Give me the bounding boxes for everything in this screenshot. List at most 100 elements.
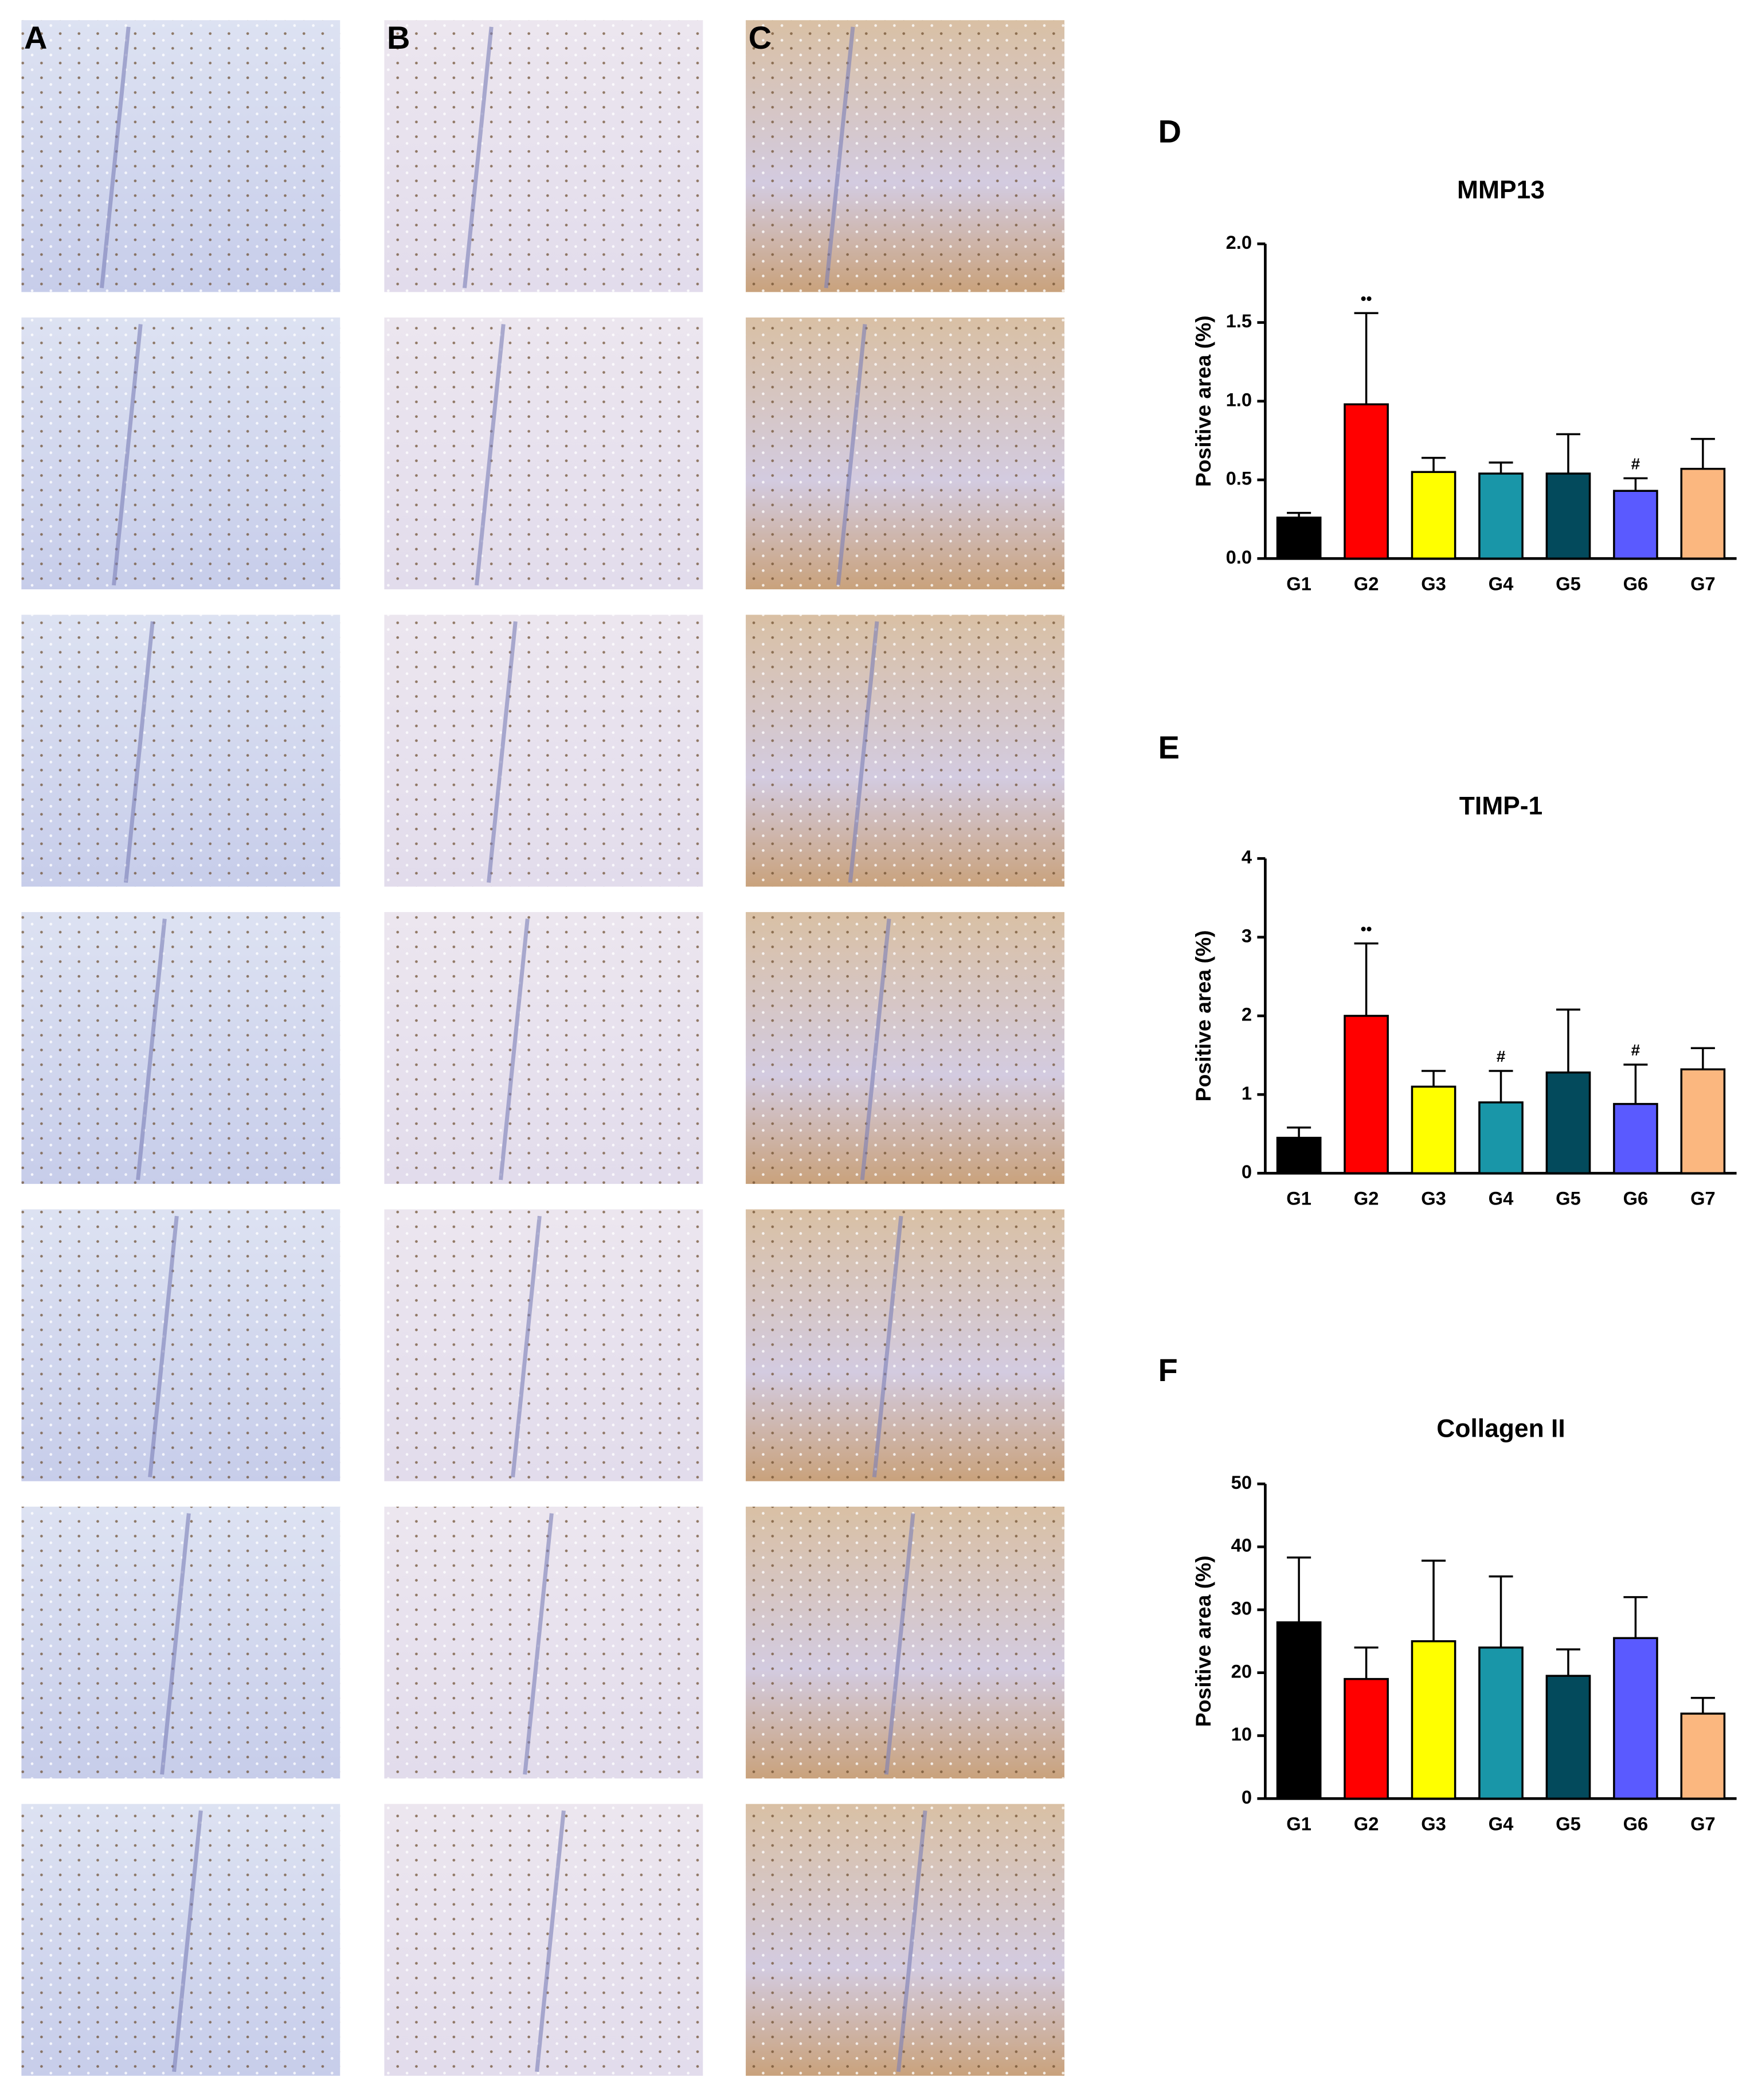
y-tick-label: 10 xyxy=(1231,1723,1252,1745)
micrograph-cells xyxy=(746,1507,1065,1779)
y-tick-label: 1.0 xyxy=(1226,389,1252,410)
micrograph-fissure xyxy=(836,324,867,586)
error-bar xyxy=(1489,1575,1513,1648)
micrograph-fissure xyxy=(860,918,891,1180)
panel-label: F xyxy=(1158,1352,1178,1388)
micrograph-fissure xyxy=(475,324,506,586)
x-tick-label: G3 xyxy=(1421,573,1446,595)
bar xyxy=(1680,468,1726,560)
x-tick-label: G1 xyxy=(1286,1813,1311,1835)
error-bar xyxy=(1287,1557,1311,1622)
x-tick-label: G7 xyxy=(1690,1813,1716,1835)
x-tick-label: G1 xyxy=(1286,573,1311,595)
micrograph-fissure xyxy=(112,324,143,586)
error-bar xyxy=(1354,312,1379,405)
micrograph-fissure xyxy=(124,621,155,883)
error-bar xyxy=(1422,1559,1446,1641)
micrograph-fissure xyxy=(872,1215,903,1477)
significance-mark: •• xyxy=(1361,920,1372,938)
error-bar xyxy=(1422,1070,1446,1087)
micrograph-fissure xyxy=(136,918,167,1180)
micrograph-fissure xyxy=(100,26,131,288)
error-bar xyxy=(1690,437,1715,469)
micrograph-fissure xyxy=(148,1215,179,1477)
micrograph-cells xyxy=(384,1507,703,1779)
micrograph-fissure xyxy=(535,1810,566,2072)
x-tick-label: G5 xyxy=(1556,1813,1581,1835)
x-tick-label: G2 xyxy=(1354,1813,1379,1835)
bar xyxy=(1344,1677,1389,1800)
micrograph-cells xyxy=(746,1209,1065,1481)
significance-mark: •• xyxy=(1361,290,1372,307)
micrograph-cells xyxy=(21,912,340,1184)
error-bar xyxy=(1354,942,1379,1016)
y-tick-label: 1.5 xyxy=(1226,310,1252,331)
panel-label: C xyxy=(749,19,772,56)
y-tick-label: 50 xyxy=(1231,1472,1252,1493)
micrograph-cells xyxy=(21,317,340,589)
micrograph-cells xyxy=(384,20,703,292)
micrograph-cells xyxy=(21,615,340,887)
bar xyxy=(1344,1015,1389,1175)
bar xyxy=(1276,1621,1322,1800)
micrograph-fissure xyxy=(884,1513,915,1775)
x-tick-label: G4 xyxy=(1489,1813,1514,1835)
y-axis-label: Positive area (%) xyxy=(1191,930,1215,1101)
micrograph-fissure xyxy=(487,621,518,883)
error-bar xyxy=(1556,1648,1580,1676)
error-bar xyxy=(1287,1127,1311,1138)
x-tick-label: G2 xyxy=(1354,1188,1379,1209)
micrograph-fissure xyxy=(160,1513,191,1775)
x-tick-label: G4 xyxy=(1489,573,1514,595)
error-bar xyxy=(1354,1647,1379,1679)
error-bar xyxy=(1623,477,1648,491)
bar xyxy=(1478,1101,1524,1175)
x-tick-label: G5 xyxy=(1556,573,1581,595)
bar xyxy=(1545,1675,1591,1800)
micrograph-fissure xyxy=(824,26,855,288)
bar xyxy=(1545,1071,1591,1175)
panel-label: D xyxy=(1158,114,1181,150)
x-tick-label: G5 xyxy=(1556,1188,1581,1209)
micrograph-fissure xyxy=(848,621,879,883)
y-tick-label: 4 xyxy=(1242,846,1252,867)
micrograph-cells xyxy=(746,1804,1065,2076)
chart-title: MMP13 xyxy=(1457,176,1545,204)
x-tick-label: G6 xyxy=(1623,573,1649,595)
x-tick-label: G1 xyxy=(1286,1188,1311,1209)
significance-mark: # xyxy=(1631,455,1640,472)
bar xyxy=(1478,1647,1524,1800)
error-bar xyxy=(1690,1047,1715,1070)
micrograph-cells xyxy=(384,615,703,887)
bar xyxy=(1411,1640,1456,1800)
y-tick-label: 3 xyxy=(1242,925,1252,946)
bar xyxy=(1276,517,1322,560)
error-bar xyxy=(1422,456,1446,472)
x-tick-label: G3 xyxy=(1421,1813,1446,1835)
y-tick-label: 0 xyxy=(1242,1161,1252,1182)
error-bar xyxy=(1489,1070,1513,1102)
micrograph-fissure xyxy=(463,26,494,288)
y-tick-label: 2.0 xyxy=(1226,232,1252,253)
micrograph-cells xyxy=(746,317,1065,589)
x-tick-label: G3 xyxy=(1421,1188,1446,1209)
panel-label: A xyxy=(24,19,47,56)
y-tick-label: 0 xyxy=(1242,1786,1252,1808)
micrograph-cells xyxy=(746,20,1065,292)
significance-mark: # xyxy=(1497,1047,1506,1065)
micrograph-cells xyxy=(746,912,1065,1184)
micrograph-cells xyxy=(21,1804,340,2076)
error-bar xyxy=(1556,433,1580,474)
micrograph-cells xyxy=(21,1209,340,1481)
micrograph-fissure xyxy=(511,1215,542,1477)
error-bar xyxy=(1623,1596,1648,1638)
error-bar xyxy=(1287,511,1311,518)
y-axis-label: Positive area (%) xyxy=(1191,315,1215,487)
bar xyxy=(1545,472,1591,560)
micrograph-fissure xyxy=(172,1810,203,2072)
bar xyxy=(1680,1068,1726,1175)
x-tick-label: G4 xyxy=(1489,1188,1514,1209)
micrograph-cells xyxy=(384,1804,703,2076)
y-axis-label: Positive area (%) xyxy=(1191,1555,1215,1727)
